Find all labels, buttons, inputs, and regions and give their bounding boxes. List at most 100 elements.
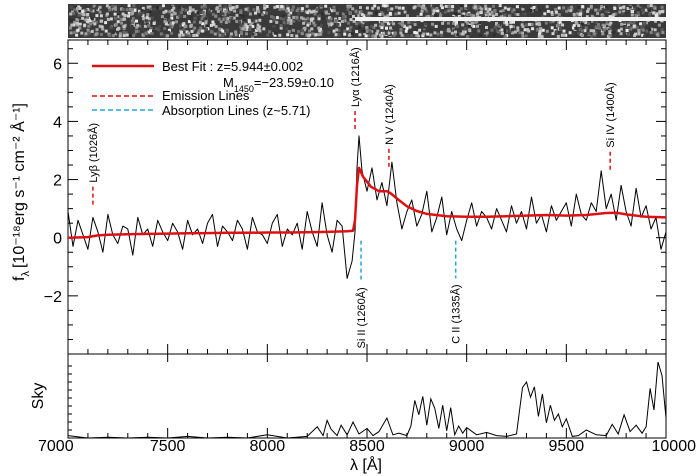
strip-pixel bbox=[170, 16, 174, 20]
strip-pixel bbox=[228, 4, 232, 8]
strip-pixel bbox=[593, 20, 597, 24]
strip-pixel bbox=[182, 28, 186, 32]
strip-pixel bbox=[348, 11, 352, 15]
strip-pixel bbox=[596, 23, 600, 26]
strip-pixel bbox=[313, 12, 317, 16]
strip-pixel bbox=[81, 16, 85, 20]
strip-pixel bbox=[144, 18, 148, 22]
strip-pixel bbox=[139, 13, 143, 16]
strip-pixel bbox=[650, 27, 654, 31]
strip-pixel bbox=[91, 9, 95, 13]
strip-pixel bbox=[523, 28, 527, 32]
strip-pixel bbox=[207, 10, 211, 14]
strip-pixel bbox=[295, 15, 299, 19]
strip-pixel bbox=[127, 14, 130, 18]
strip-pixel bbox=[258, 18, 262, 22]
strip-pixel bbox=[649, 31, 653, 35]
strip-pixel bbox=[239, 23, 243, 27]
strip-pixel bbox=[652, 5, 656, 9]
strip-pixel bbox=[76, 9, 80, 13]
strip-pixel bbox=[233, 9, 237, 13]
strip-pixel bbox=[413, 23, 417, 26]
strip-pixel bbox=[249, 23, 253, 27]
strip-pixel bbox=[577, 8, 581, 11]
sky-panel-frame bbox=[67, 353, 667, 439]
strip-pixel bbox=[560, 9, 564, 13]
strip-pixel bbox=[577, 31, 581, 35]
strip-pixel bbox=[113, 12, 117, 16]
strip-pixel bbox=[314, 9, 318, 13]
strip-pixel bbox=[581, 15, 585, 19]
strip-pixel bbox=[569, 8, 573, 12]
strip-pixel bbox=[75, 18, 79, 22]
strip-pixel bbox=[617, 29, 621, 33]
strip-pixel bbox=[349, 18, 353, 22]
strip-pixel bbox=[619, 32, 623, 36]
strip-pixel bbox=[554, 7, 558, 11]
strip-pixel bbox=[187, 12, 191, 15]
strip-pixel bbox=[537, 34, 541, 38]
strip-pixel bbox=[380, 34, 384, 38]
strip-pixel bbox=[389, 26, 392, 30]
strip-pixel bbox=[425, 15, 429, 19]
strip-pixel bbox=[75, 33, 79, 37]
strip-pixel bbox=[317, 33, 321, 37]
strip-pixel bbox=[605, 22, 609, 26]
strip-pixel bbox=[362, 19, 366, 23]
strip-pixel bbox=[432, 9, 436, 13]
strip-pixel bbox=[266, 33, 270, 37]
strip-pixel bbox=[470, 13, 474, 17]
strip-pixel bbox=[495, 29, 499, 33]
strip-pixel bbox=[92, 17, 96, 21]
spectrum-strip bbox=[68, 4, 666, 38]
strip-pixel bbox=[168, 10, 172, 14]
strip-pixel bbox=[172, 6, 176, 10]
strip-pixel bbox=[164, 22, 168, 26]
strip-pixel bbox=[204, 19, 208, 22]
strip-pixel bbox=[246, 9, 250, 13]
absorption-line-label: C II (1335Å) bbox=[450, 284, 463, 343]
strip-pixel bbox=[357, 13, 361, 17]
strip-pixel bbox=[108, 33, 112, 37]
strip-pixel bbox=[99, 19, 103, 23]
strip-pixel bbox=[647, 22, 651, 25]
strip-pixel bbox=[286, 4, 290, 8]
strip-pixel bbox=[200, 29, 204, 33]
strip-pixel bbox=[661, 31, 665, 34]
strip-pixel bbox=[297, 19, 301, 22]
strip-pixel bbox=[561, 13, 565, 17]
strip-pixel bbox=[282, 17, 286, 21]
strip-pixel bbox=[200, 5, 204, 9]
strip-pixel bbox=[147, 24, 151, 28]
strip-pixel bbox=[114, 22, 118, 26]
strip-pixel bbox=[235, 20, 239, 23]
strip-pixel bbox=[205, 24, 209, 28]
strip-pixel bbox=[90, 29, 94, 33]
strip-pixel bbox=[257, 10, 261, 14]
strip-pixel bbox=[617, 4, 621, 8]
strip-pixel bbox=[573, 5, 577, 9]
strip-pixel bbox=[191, 8, 195, 12]
strip-pixel bbox=[385, 26, 388, 30]
strip-pixel bbox=[144, 32, 148, 36]
strip-pixel bbox=[579, 20, 583, 24]
strip-pixel bbox=[381, 4, 385, 8]
strip-pixel bbox=[374, 11, 378, 15]
strip-pixel bbox=[292, 15, 296, 19]
strip-pixel bbox=[436, 32, 440, 36]
strip-pixel bbox=[404, 29, 408, 33]
strip-pixel bbox=[452, 22, 456, 26]
strip-pixel bbox=[622, 5, 626, 9]
strip-pixel bbox=[273, 18, 277, 22]
strip-pixel bbox=[277, 5, 281, 9]
strip-pixel bbox=[253, 22, 257, 26]
strip-pixel bbox=[484, 14, 488, 18]
strip-pixel bbox=[171, 21, 175, 25]
strip-pixel bbox=[89, 10, 93, 14]
strip-pixel bbox=[98, 10, 102, 14]
strip-pixel bbox=[413, 31, 417, 34]
strip-pixel bbox=[104, 21, 108, 25]
strip-pixel bbox=[447, 9, 451, 13]
main-panel: −2 0 2 4 6 Lyβ (1026Å) Lyα (1216Å) N V (1240Å) S… bbox=[44, 39, 667, 355]
strip-pixel bbox=[273, 5, 277, 9]
